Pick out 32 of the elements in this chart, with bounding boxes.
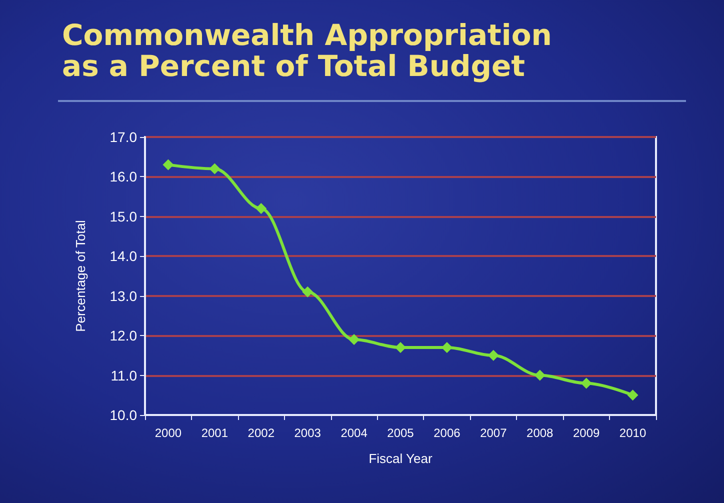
y-tick-label: 17.0 bbox=[110, 129, 138, 145]
x-tick-label: 2010 bbox=[619, 426, 646, 440]
y-tick-label: 10.0 bbox=[110, 407, 138, 423]
point bbox=[627, 390, 638, 401]
y-tick-label: 12.0 bbox=[110, 328, 138, 344]
x-tick-label: 2008 bbox=[526, 426, 554, 440]
chart-title: Commonwealth Appropriation as a Percent of Total Budget bbox=[62, 18, 552, 83]
point bbox=[488, 350, 499, 361]
x-tick-label: 2009 bbox=[572, 426, 600, 440]
y-tick-label: 15.0 bbox=[110, 208, 138, 224]
point bbox=[209, 163, 220, 174]
x-tick-label: 2003 bbox=[294, 426, 322, 440]
x-tick-label: 2002 bbox=[248, 426, 275, 440]
point bbox=[256, 202, 267, 214]
point bbox=[162, 159, 174, 170]
x-tick-label: 2007 bbox=[480, 426, 508, 440]
point bbox=[395, 342, 406, 353]
x-tick-label: 2004 bbox=[340, 426, 368, 440]
x-tick-label: 2006 bbox=[434, 426, 461, 440]
x-tick-label: 2001 bbox=[201, 426, 228, 440]
y-axis-title: Percentage of Total bbox=[73, 220, 88, 332]
x-tick-label: 2000 bbox=[154, 426, 182, 440]
y-tick-label: 14.0 bbox=[110, 248, 138, 264]
point bbox=[302, 286, 314, 298]
y-tick-label: 13.0 bbox=[110, 288, 138, 304]
point bbox=[580, 378, 592, 389]
y-tick-label: 11.0 bbox=[110, 367, 138, 384]
y-tick-label: 16.0 bbox=[110, 168, 138, 185]
x-axis-title: Fiscal Year bbox=[368, 451, 433, 466]
point bbox=[534, 370, 546, 381]
x-tick-label: 2005 bbox=[387, 426, 414, 440]
point bbox=[348, 334, 360, 346]
